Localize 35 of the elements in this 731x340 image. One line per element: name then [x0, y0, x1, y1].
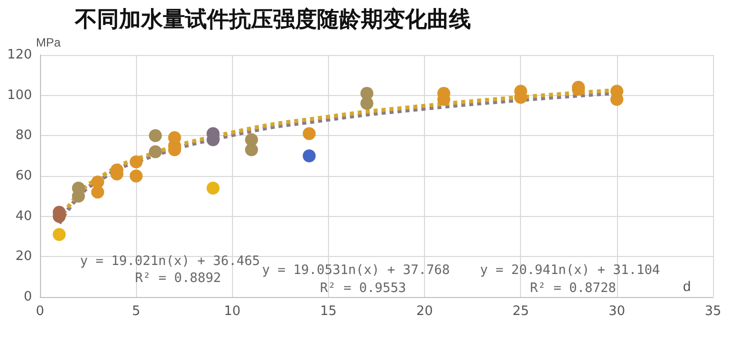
y-tick-label: 0 — [24, 290, 32, 304]
annotation: y = 19.021n(x) + 36.465 — [80, 254, 260, 269]
x-tick-label: 35 — [704, 304, 722, 319]
point — [302, 149, 316, 162]
annotation: y = 19.0531n(x) + 37.768 — [262, 263, 450, 278]
x-tick-label: 20 — [416, 304, 433, 319]
x-axis-title: d — [683, 278, 691, 294]
annotation: R² = 0.9553 — [320, 281, 406, 296]
point — [360, 96, 374, 110]
x-tick-label: 0 — [36, 304, 44, 319]
x-tick-label: 25 — [512, 304, 529, 319]
y-tick-label: 60 — [15, 168, 32, 184]
x-tick-label: 5 — [132, 304, 140, 319]
point — [148, 129, 162, 142]
y-tick-label: 120 — [7, 48, 32, 62]
point — [148, 145, 162, 158]
point — [91, 186, 104, 199]
point — [130, 170, 143, 182]
x-tick-label: 30 — [608, 304, 626, 319]
point — [130, 155, 143, 168]
x-tick-label: 15 — [320, 304, 337, 319]
chart-title: 不同加水量试件抗压强度随龄期变化曲线 — [74, 6, 471, 32]
point — [245, 143, 258, 156]
annotation: y = 20.941n(x) + 31.104 — [480, 263, 660, 278]
annotation: R² = 0.8728 — [530, 281, 616, 296]
x-tick-label: 10 — [224, 304, 241, 319]
y-tick-label: 20 — [15, 249, 32, 264]
point — [302, 127, 316, 140]
annotation: R² = 0.8892 — [135, 271, 222, 286]
y-tick-label: 80 — [15, 128, 32, 144]
y-tick-label: 40 — [15, 208, 32, 224]
point — [206, 182, 220, 195]
y-tick-label: 100 — [7, 88, 32, 103]
point — [52, 228, 66, 241]
y-axis-title: MPa — [36, 36, 61, 50]
